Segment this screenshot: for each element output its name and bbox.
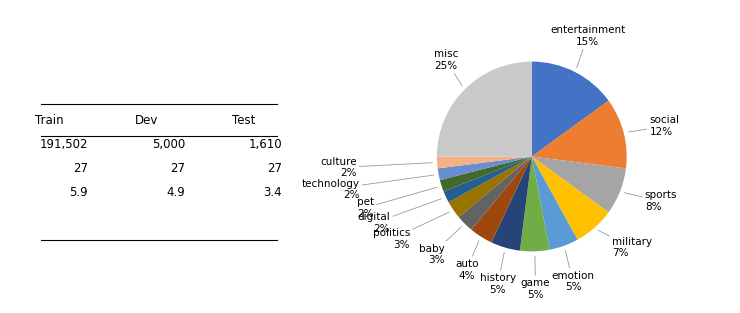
- Wedge shape: [437, 156, 532, 168]
- Text: sports
8%: sports 8%: [625, 190, 677, 212]
- Text: politics
3%: politics 3%: [373, 212, 449, 250]
- Text: military
7%: military 7%: [599, 230, 652, 259]
- Text: history
5%: history 5%: [480, 252, 516, 295]
- Text: technology
2%: technology 2%: [301, 175, 434, 200]
- Wedge shape: [532, 156, 626, 212]
- Wedge shape: [437, 62, 532, 156]
- Wedge shape: [532, 156, 577, 250]
- Text: digital
2%: digital 2%: [357, 199, 442, 234]
- Text: misc
25%: misc 25%: [434, 49, 462, 86]
- Text: baby
3%: baby 3%: [419, 227, 461, 265]
- Wedge shape: [491, 156, 532, 251]
- Wedge shape: [459, 156, 532, 230]
- Wedge shape: [471, 156, 532, 242]
- Text: culture
2%: culture 2%: [320, 157, 432, 178]
- Text: game
5%: game 5%: [521, 256, 551, 300]
- Text: social
12%: social 12%: [628, 115, 679, 137]
- Wedge shape: [532, 156, 608, 240]
- Text: entertainment
15%: entertainment 15%: [551, 25, 625, 68]
- Text: emotion
5%: emotion 5%: [551, 250, 594, 292]
- Text: pet
2%: pet 2%: [357, 187, 437, 218]
- Wedge shape: [532, 101, 627, 168]
- Wedge shape: [520, 156, 550, 251]
- Wedge shape: [443, 156, 532, 202]
- Text: auto
4%: auto 4%: [455, 241, 479, 281]
- Wedge shape: [437, 156, 532, 180]
- Wedge shape: [532, 62, 608, 156]
- Wedge shape: [440, 156, 532, 192]
- Wedge shape: [448, 156, 532, 217]
